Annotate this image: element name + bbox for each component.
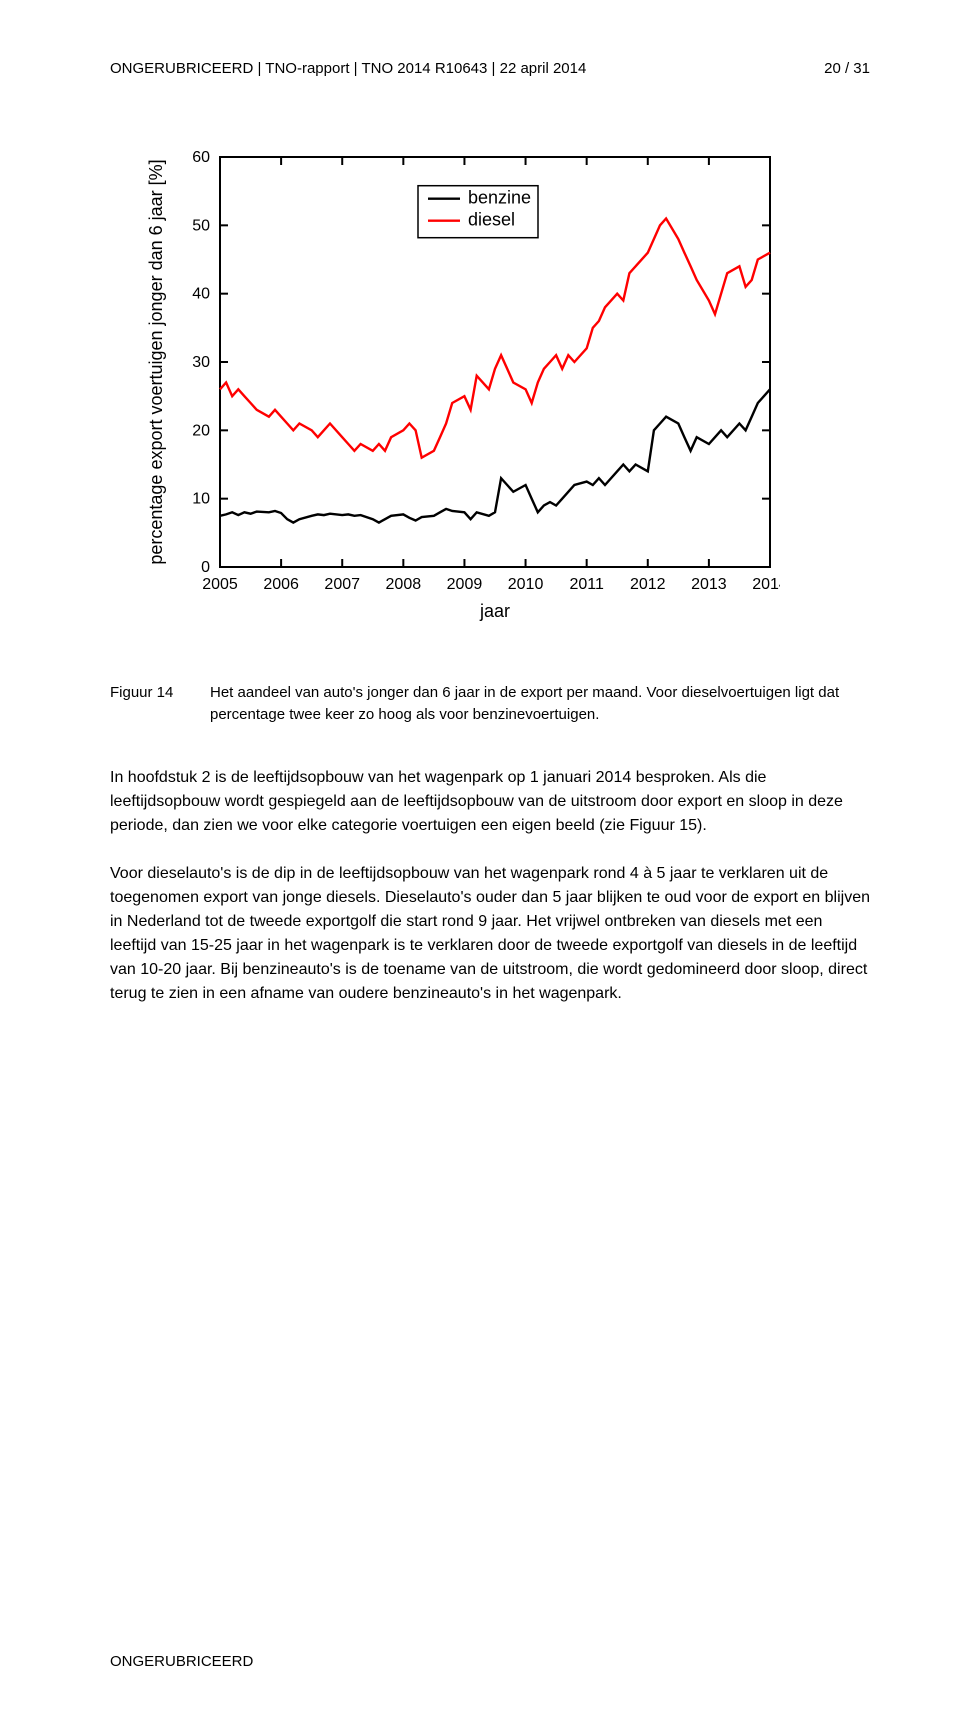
body-text: In hoofdstuk 2 is de leeftijdsopbouw van… [110,766,870,1006]
svg-text:percentage export voertuigen j: percentage export voertuigen jonger dan … [146,159,166,564]
svg-text:2012: 2012 [630,576,666,593]
svg-text:2014: 2014 [752,576,780,593]
page-header: ONGERUBRICEERD | TNO-rapport | TNO 2014 … [110,60,870,77]
svg-text:jaar: jaar [479,601,510,621]
svg-text:10: 10 [192,491,210,508]
paragraph-1: In hoofdstuk 2 is de leeftijdsopbouw van… [110,766,870,838]
svg-text:2010: 2010 [508,576,544,593]
svg-text:benzine: benzine [468,188,531,208]
svg-text:2011: 2011 [569,576,604,593]
figure-caption: Figuur 14 Het aandeel van auto's jonger … [110,682,870,726]
chart-container: 2005200620072008200920102011201220132014… [140,147,870,632]
header-left: ONGERUBRICEERD | TNO-rapport | TNO 2014 … [110,60,586,77]
svg-text:diesel: diesel [468,210,515,230]
svg-text:60: 60 [192,149,210,166]
paragraph-2: Voor dieselauto's is de dip in de leefti… [110,862,870,1006]
header-right: 20 / 31 [824,60,870,77]
svg-text:2006: 2006 [263,576,299,593]
svg-text:20: 20 [192,422,210,439]
svg-text:2013: 2013 [691,576,727,593]
svg-text:2007: 2007 [324,576,360,593]
figure-label: Figuur 14 [110,682,190,726]
export-share-chart: 2005200620072008200920102011201220132014… [140,147,780,627]
svg-text:50: 50 [192,217,210,234]
svg-text:40: 40 [192,286,210,303]
svg-text:2005: 2005 [202,576,238,593]
svg-text:30: 30 [192,354,210,371]
svg-text:2008: 2008 [386,576,422,593]
figure-caption-text: Het aandeel van auto's jonger dan 6 jaar… [210,682,870,726]
svg-text:0: 0 [201,559,210,576]
page-footer: ONGERUBRICEERD [110,1653,253,1670]
svg-text:2009: 2009 [447,576,483,593]
